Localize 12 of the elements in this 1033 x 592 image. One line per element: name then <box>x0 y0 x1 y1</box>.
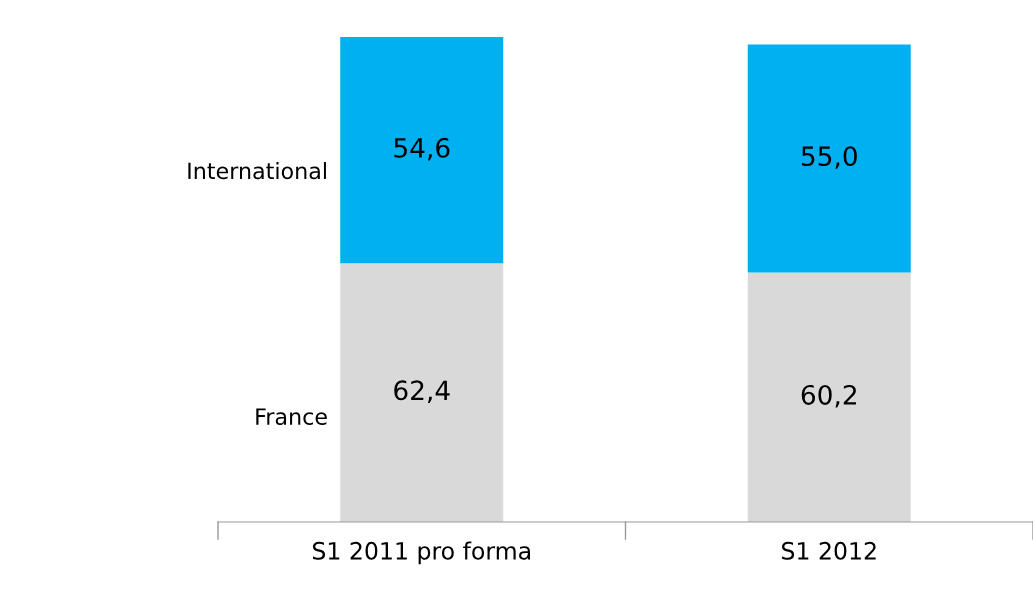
bar <box>747 272 911 522</box>
data-label: 54,6 <box>394 137 450 161</box>
x-tick-label: S1 2012 <box>782 541 876 560</box>
bar <box>340 263 504 522</box>
bar <box>340 37 504 264</box>
data-label: 62,4 <box>394 380 450 404</box>
data-label: 60,2 <box>801 384 856 408</box>
series-label: France <box>256 408 327 425</box>
x-tick-label: S1 2011 pro forma <box>312 541 530 565</box>
series-label: International <box>188 162 326 180</box>
bar <box>747 44 911 273</box>
data-label: 55,0 <box>801 146 857 169</box>
